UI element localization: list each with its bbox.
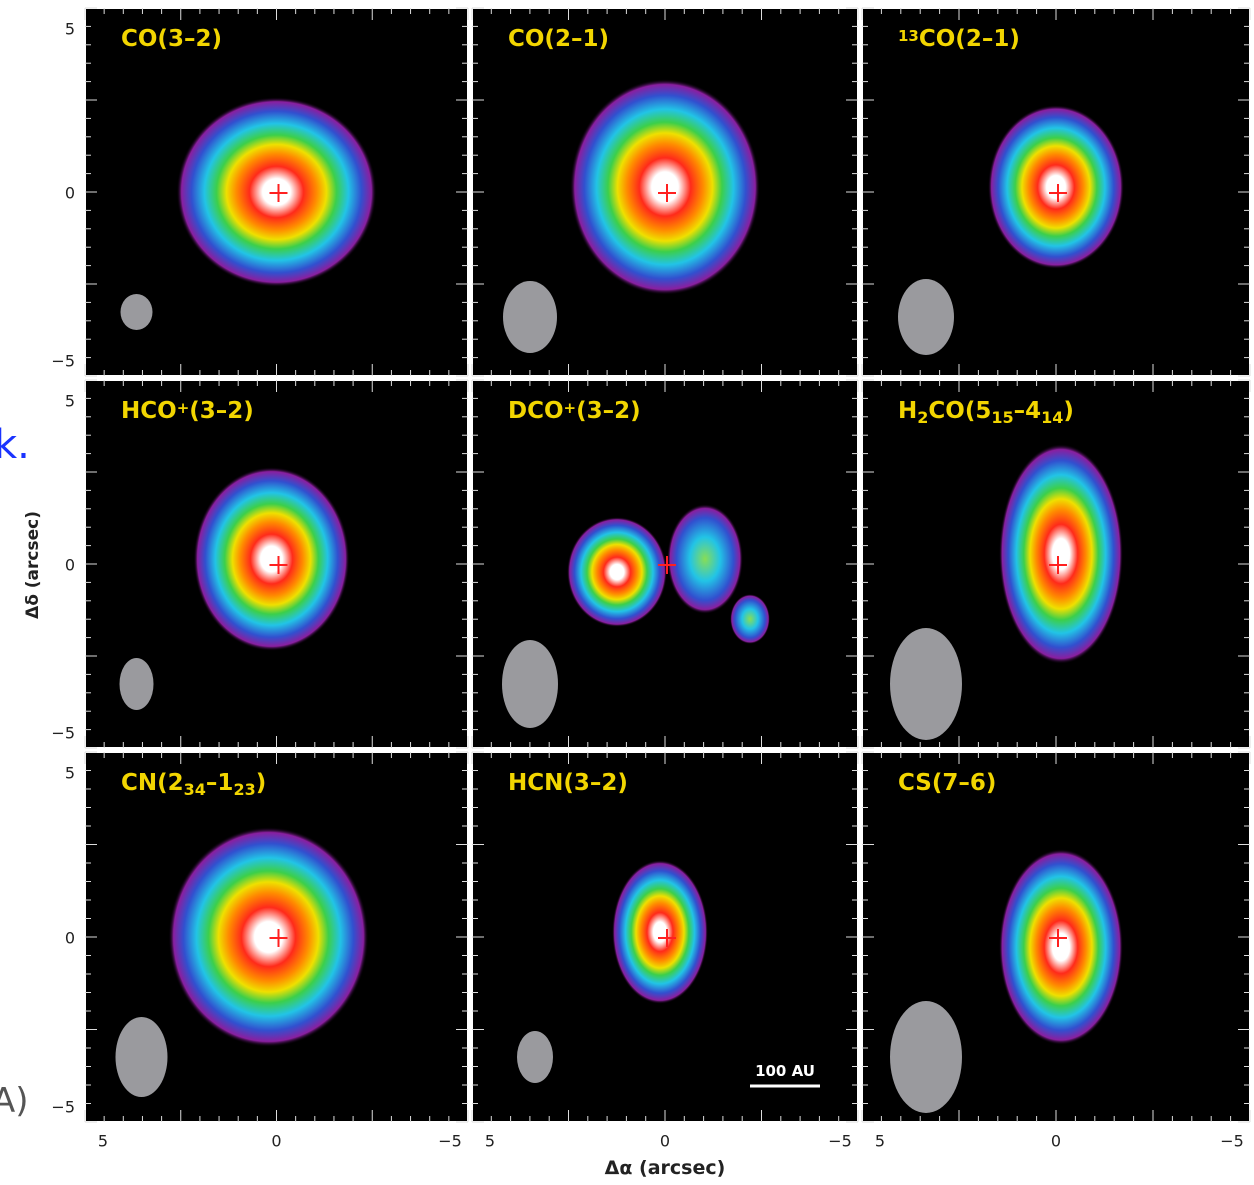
y-axis-label: Δδ (arcsec) <box>23 511 43 619</box>
emission-map <box>194 467 350 651</box>
emission-map <box>730 594 770 644</box>
beam <box>890 1001 962 1113</box>
x-tick-label: −5 <box>828 1132 852 1151</box>
y-tick-label: 5 <box>65 392 75 411</box>
emission-map <box>988 105 1124 269</box>
label-part: + <box>564 399 577 417</box>
y-tick-label: 0 <box>65 929 75 948</box>
emission-map <box>999 849 1123 1045</box>
label-part: ) <box>256 770 267 796</box>
panel-label: HCN(3–2) <box>508 770 628 796</box>
label-part: HCN(3–2) <box>508 770 628 796</box>
panel-label: CS(7–6) <box>898 770 996 796</box>
beam <box>120 658 154 710</box>
panel-label: CO(2–1) <box>508 26 609 52</box>
label-part: ) <box>1063 398 1074 424</box>
x-tick-label: 5 <box>875 1132 885 1151</box>
beam <box>116 1017 168 1097</box>
x-tick-label: 0 <box>1051 1132 1061 1151</box>
figure: k. A) Δδ (arcsec) Δα (arcsec) CO(3–2) 5 0 −… <box>0 0 1254 1185</box>
label-part: –1 <box>206 770 234 796</box>
emission-map <box>567 517 667 627</box>
x-axis-label: Δα (arcsec) <box>605 1157 726 1179</box>
label-part: CO(5 <box>928 398 991 424</box>
beam <box>890 628 962 740</box>
label-part: 34 <box>184 780 206 799</box>
x-tick-label: 5 <box>485 1132 495 1151</box>
scale-bar-label: 100 AU <box>755 1062 815 1080</box>
beam <box>517 1031 553 1083</box>
label-part: 15 <box>991 408 1013 427</box>
x-tick-label: −5 <box>1220 1132 1244 1151</box>
y-tick-label: −5 <box>51 1098 75 1117</box>
emission-map <box>169 827 369 1047</box>
label-part: 14 <box>1041 408 1063 427</box>
label-part: CS(7–6) <box>898 770 996 796</box>
emission-map <box>612 860 708 1004</box>
panel-label: CO(3–2) <box>121 26 222 52</box>
y-tick-label: −5 <box>51 352 75 371</box>
label-part: CO(3–2) <box>121 26 222 52</box>
x-tick-label: 0 <box>271 1132 281 1151</box>
emission-map <box>570 79 760 295</box>
x-tick-label: −5 <box>438 1132 462 1151</box>
y-tick-label: 5 <box>65 20 75 39</box>
label-part: + <box>177 399 190 417</box>
label-part: CO(2–1) <box>919 26 1020 52</box>
label-part: 2 <box>917 408 928 427</box>
emission-map <box>667 504 743 614</box>
label-part: –4 <box>1014 398 1042 424</box>
label-part: HCO <box>121 398 177 424</box>
y-tick-label: 0 <box>65 556 75 575</box>
beam <box>121 294 153 330</box>
label-part: H <box>898 398 917 424</box>
cropped-text: k. <box>0 422 30 468</box>
label-part: (3–2) <box>576 398 641 424</box>
label-part: DCO <box>508 398 564 424</box>
beam <box>898 279 954 355</box>
label-part: CN(2 <box>121 770 184 796</box>
y-tick-label: 5 <box>65 764 75 783</box>
y-tick-label: 0 <box>65 184 75 203</box>
beam <box>503 281 557 353</box>
emission-map <box>999 444 1123 664</box>
beam <box>502 640 558 728</box>
x-tick-label: 5 <box>98 1132 108 1151</box>
label-part: 13 <box>898 27 919 45</box>
label-part: CO(2–1) <box>508 26 609 52</box>
label-part: 23 <box>233 780 255 799</box>
y-tick-label: −5 <box>51 724 75 743</box>
label-part: (3–2) <box>189 398 254 424</box>
panels: CO(3–2)50−5CO(2–1)13CO(2–1)HCO+(3–2)50−5… <box>51 8 1250 1151</box>
cropped-text: A) <box>0 1081 29 1121</box>
x-tick-label: 0 <box>660 1132 670 1151</box>
